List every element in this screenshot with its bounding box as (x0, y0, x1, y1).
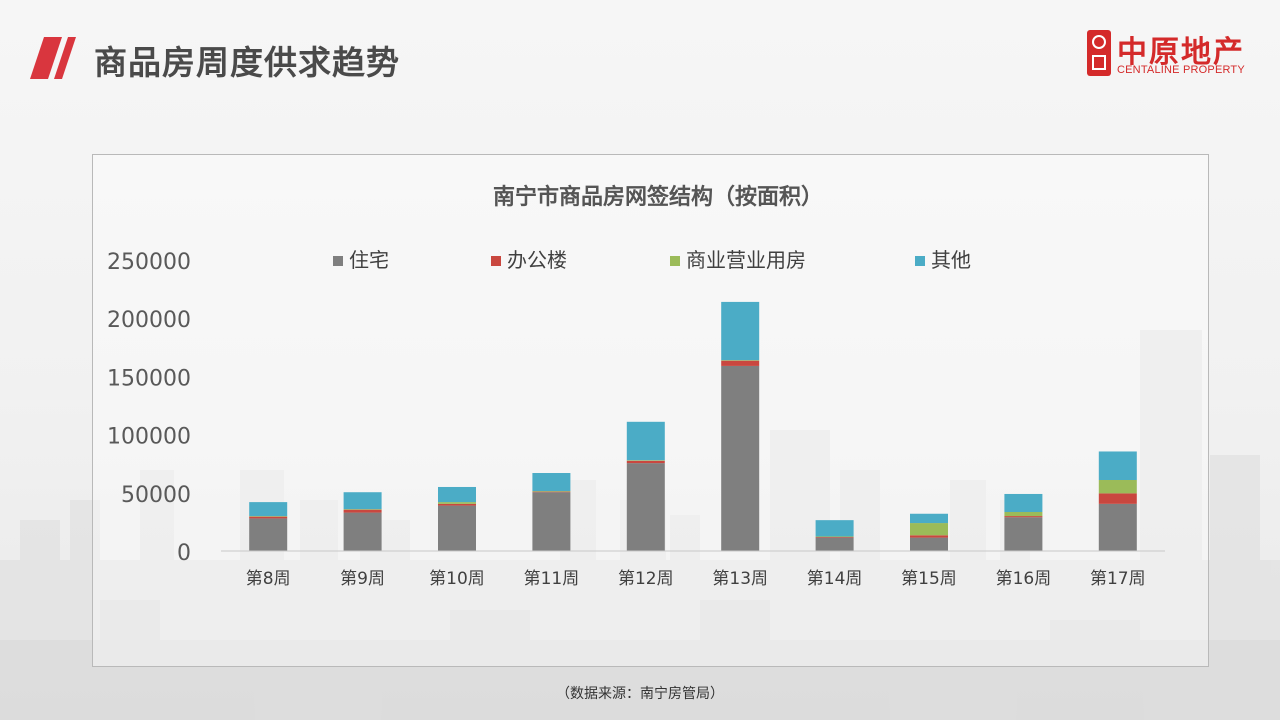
y-axis: 0 50000 100000 150000 200000 250000 (107, 250, 191, 566)
y-tick-label-5: 250000 (107, 250, 191, 275)
bar-series (249, 301, 1137, 551)
bar-办公楼-第13周 (721, 360, 760, 366)
y-tick-label-4: 200000 (107, 308, 191, 333)
legend-swatch-2 (670, 256, 680, 266)
centaline-logo: 中原地产 CENTALINE PROPERTY (1087, 28, 1257, 78)
chart-legend: 住宅 办公楼 商业营业用房 其他 (333, 248, 971, 272)
bar-住宅-第11周 (532, 492, 571, 551)
bar-商业营业用房-第8周 (249, 516, 288, 517)
bar-办公楼-第15周 (910, 535, 948, 538)
bar-其他-第12周 (626, 421, 665, 461)
bar-办公楼-第17周 (1098, 493, 1137, 504)
bar-其他-第11周 (532, 473, 571, 492)
bar-办公楼-第9周 (343, 509, 382, 513)
y-tick-label-3: 150000 (107, 366, 191, 391)
bar-其他-第8周 (249, 502, 288, 517)
bar-其他-第13周 (721, 301, 760, 361)
bar-商业营业用房-第15周 (910, 523, 948, 536)
bar-办公楼-第14周 (815, 537, 854, 538)
logo-english-text: CENTALINE PROPERTY (1117, 64, 1245, 76)
bar-办公楼-第16周 (1004, 516, 1043, 518)
bar-商业营业用房-第16周 (1004, 512, 1043, 517)
bar-住宅-第8周 (249, 518, 288, 551)
title-slash-icon (30, 37, 76, 79)
bar-住宅-第15周 (910, 537, 948, 551)
x-tick-label-1: 第9周 (340, 569, 385, 589)
bar-办公楼-第12周 (626, 460, 665, 464)
bar-商业营业用房-第13周 (721, 360, 760, 361)
bar-商业营业用房-第9周 (343, 509, 382, 510)
bar-住宅-第9周 (343, 512, 382, 551)
bar-其他-第9周 (343, 492, 382, 510)
legend-swatch-0 (333, 256, 343, 266)
bar-其他-第15周 (910, 513, 948, 524)
bar-商业营业用房-第17周 (1098, 479, 1137, 494)
bar-住宅-第10周 (438, 505, 476, 551)
legend-swatch-3 (915, 256, 925, 266)
legend-label-0: 住宅 (349, 248, 389, 272)
y-tick-label-0: 0 (177, 541, 191, 566)
bar-商业营业用房-第14周 (815, 536, 854, 538)
chart-container: 南宁市商品房网签结构（按面积） 住宅 办公楼 商业营业用房 其他 0 50000 1000… (92, 154, 1209, 667)
x-tick-label-3: 第11周 (524, 569, 580, 589)
chart-title: 南宁市商品房网签结构（按面积） (493, 184, 823, 210)
legend-label-1: 办公楼 (507, 248, 567, 272)
legend-label-3: 其他 (931, 248, 971, 272)
bar-商业营业用房-第11周 (532, 491, 571, 492)
bar-住宅-第12周 (626, 463, 665, 551)
page-title: 商品房周度供求趋势 (94, 43, 400, 82)
bar-办公楼-第11周 (532, 491, 571, 493)
x-tick-label-9: 第17周 (1090, 569, 1146, 589)
x-tick-label-5: 第13周 (712, 569, 768, 589)
stacked-bar-chart: 南宁市商品房网签结构（按面积） 住宅 办公楼 商业营业用房 其他 0 50000 1000… (107, 184, 1165, 589)
bar-住宅-第16周 (1004, 517, 1043, 551)
bar-办公楼-第8周 (249, 516, 288, 519)
x-tick-label-7: 第15周 (901, 569, 957, 589)
legend-label-2: 商业营业用房 (686, 248, 806, 272)
y-tick-label-2: 100000 (107, 425, 191, 450)
x-tick-label-2: 第10周 (429, 569, 485, 589)
bar-商业营业用房-第10周 (438, 502, 476, 504)
data-source-note: （数据来源：南宁房管局） (556, 686, 724, 702)
bar-商业营业用房-第12周 (626, 460, 665, 461)
legend-swatch-1 (491, 256, 501, 266)
bar-住宅-第14周 (815, 537, 854, 551)
x-tick-label-6: 第14周 (807, 569, 863, 589)
bar-办公楼-第10周 (438, 503, 476, 506)
bar-其他-第17周 (1098, 451, 1137, 480)
x-tick-label-8: 第16周 (996, 569, 1052, 589)
x-tick-label-0: 第8周 (246, 569, 291, 589)
logo-seal-icon (1087, 30, 1111, 76)
bar-其他-第16周 (1004, 493, 1043, 513)
bar-其他-第10周 (438, 486, 476, 503)
logo-chinese-text: 中原地产 (1117, 35, 1245, 70)
y-tick-label-1: 50000 (121, 483, 191, 508)
x-axis: 第8周 第9周 第10周 第11周 第12周 第13周 第14周 第15周 第16周 第17周 (221, 550, 1165, 589)
x-tick-label-4: 第12周 (618, 569, 674, 589)
bar-住宅-第17周 (1098, 503, 1137, 551)
bar-住宅-第13周 (721, 365, 760, 551)
bar-其他-第14周 (815, 520, 854, 537)
